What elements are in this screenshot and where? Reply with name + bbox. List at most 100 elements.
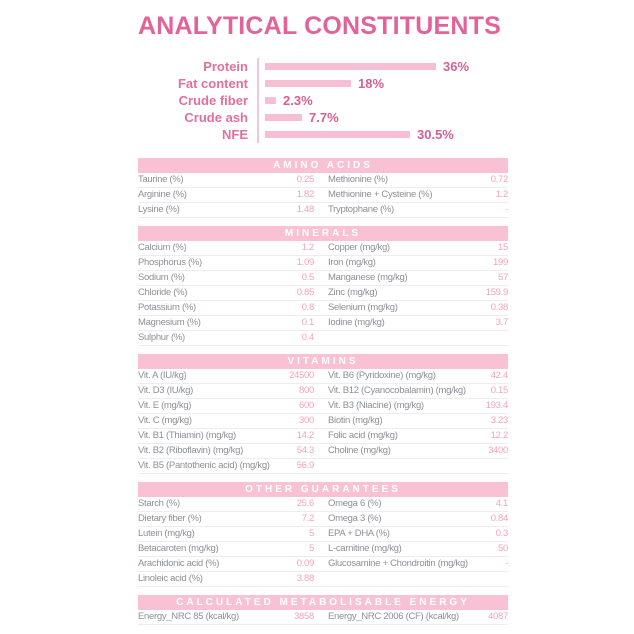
row-label: Vit. A (IU/kg) [138, 370, 187, 381]
row-value: 1.09 [296, 257, 315, 268]
row-value: 0.09 [296, 558, 315, 569]
table-row: Energy_NRC 85 (kcal/kg) 3858 Energy_NRC 20… [138, 610, 508, 625]
row-label: Arginine (%) [138, 189, 187, 200]
section: MINERALS Calcium (%) 1.2 Copper (mg/kg) 15 Ph… [138, 226, 508, 346]
bar-value-label: 36% [443, 59, 470, 74]
chart-row: NFE 30.5% [138, 126, 508, 143]
bar-category-label: Crude ash [184, 110, 248, 125]
table-row: Sodium (%) 0.5 Manganese (mg/kg) 57 [138, 271, 508, 286]
row-label: Lutein (mg/kg) [138, 528, 195, 539]
chart-row: Crude fiber 2.3% [138, 92, 508, 109]
row-value: 3400 [488, 445, 508, 456]
row-value: 57 [498, 272, 508, 283]
row-value: 0.15 [490, 385, 509, 396]
table-row: Magnesium (%) 0.1 Iodine (mg/kg) 3.7 [138, 316, 508, 331]
table-row: Vit. B5 (Pantothenic acid) (mg/kg) 56.9 [138, 459, 508, 474]
bar-category-label: Crude fiber [178, 93, 248, 108]
row-value: 15 [498, 242, 508, 253]
row-value: 0.38 [490, 302, 509, 313]
section-header: AMINO ACIDS [138, 158, 508, 173]
table-row: Lysine (%) 1.48 Tryptophane (%) - [138, 203, 508, 218]
sections: AMINO ACIDS Taurine (%) 0.25 Methionine (%)… [138, 158, 508, 625]
bar [265, 63, 436, 70]
row-value: 3.88 [296, 573, 315, 584]
table-row: Dietary fiber (%) 7.2 Omega 3 (%) 0.84 [138, 512, 508, 527]
row-label: Energy_NRC 2006 (CF) (kcal/kg) [328, 611, 459, 622]
row-value: 1.82 [296, 189, 315, 200]
analytical-bar-chart: Protein 36% Fat content 18% Crude fiber 2.3% C… [138, 58, 508, 143]
bar-category-label: NFE [222, 127, 248, 142]
row-value: 0.5 [301, 272, 315, 283]
bar-value-label: 7.7% [309, 110, 339, 125]
row-label: Omega 3 (%) [328, 513, 382, 524]
bar [265, 131, 410, 138]
table-row: Linoleic acid (%) 3.88 [138, 572, 508, 587]
row-value: 0.3 [495, 528, 509, 539]
table-row: Vit. B1 (Thiamin) (mg/kg) 14.2 Folic acid … [138, 429, 508, 444]
row-value: 0.85 [296, 287, 315, 298]
row-value: 0.84 [490, 513, 509, 524]
row-label: Phosphorus (%) [138, 257, 202, 268]
table-row: Chloride (%) 0.85 Zinc (mg/kg) 159.9 [138, 286, 508, 301]
row-value: 0.1 [301, 317, 315, 328]
row-label: Selenium (mg/kg) [328, 302, 398, 313]
bar [265, 80, 351, 87]
table-row: Arachidonic acid (%) 0.09 Glucosamine + Ch… [138, 557, 508, 572]
row-value: - [505, 204, 508, 215]
row-value: 7.2 [301, 513, 315, 524]
row-value: 800 [299, 385, 314, 396]
row-value: 0.8 [301, 302, 315, 313]
bar-value-label: 30.5% [417, 127, 454, 142]
row-value: 300 [299, 415, 314, 426]
chart-row: Fat content 18% [138, 75, 508, 92]
row-label: Vit. D3 (IU/kg) [138, 385, 193, 396]
row-label: Choline (mg/kg) [328, 445, 391, 456]
row-label: EPA + DHA (%) [328, 528, 390, 539]
row-value: 56.9 [296, 460, 315, 471]
bar-zone: 30.5% [257, 126, 508, 143]
row-value: 1.2 [301, 242, 315, 253]
content-column: ANALYTICAL CONSTITUENTS Protein 36% Fat co… [138, 12, 508, 633]
row-label: Methionine (%) [328, 174, 388, 185]
row-label: Taurine (%) [138, 174, 184, 185]
table-row: Arginine (%) 1.82 Methionine + Cysteine (%… [138, 188, 508, 203]
row-label: Potassium (%) [138, 302, 196, 313]
row-label: Vit. B12 (Cyanocobalamin) (mg/kg) [328, 385, 466, 396]
page-title: ANALYTICAL CONSTITUENTS [138, 12, 501, 40]
table-row: Potassium (%) 0.8 Selenium (mg/kg) 0.38 [138, 301, 508, 316]
row-label: Magnesium (%) [138, 317, 201, 328]
row-value: 14.2 [296, 430, 315, 441]
row-value: 1.48 [296, 204, 315, 215]
table-row: Calcium (%) 1.2 Copper (mg/kg) 15 [138, 241, 508, 256]
bar [265, 97, 276, 104]
row-label: Energy_NRC 85 (kcal/kg) [138, 611, 239, 622]
section-header: MINERALS [138, 226, 508, 241]
row-value: 1.2 [495, 189, 509, 200]
row-label: Vit. B5 (Pantothenic acid) (mg/kg) [138, 460, 270, 471]
row-label: Vit. B3 (Niacine) (mg/kg) [328, 400, 424, 411]
row-value: 600 [299, 400, 314, 411]
section: AMINO ACIDS Taurine (%) 0.25 Methionine (%)… [138, 158, 508, 218]
row-label: Omega 6 (%) [328, 498, 382, 509]
table-row: Starch (%) 25.6 Omega 6 (%) 4.1 [138, 497, 508, 512]
section-header: CALCULATED METABOLISABLE ENERGY [138, 595, 508, 610]
row-label: Vit. B6 (Pyridoxine) (mg/kg) [328, 370, 436, 381]
row-value: - [505, 558, 508, 569]
row-label: Vit. B1 (Thiamin) (mg/kg) [138, 430, 236, 441]
row-label: Iron (mg/kg) [328, 257, 376, 268]
row-value: 24500 [289, 370, 314, 381]
row-label: Dietary fiber (%) [138, 513, 202, 524]
bar-zone: 36% [257, 58, 508, 75]
chart-row: Crude ash 7.7% [138, 109, 508, 126]
row-label: Glucosamine + Chondroitin (mg/kg) [328, 558, 468, 569]
table-row: Vit. B2 (Riboflavin) (mg/kg) 54.3 Choline … [138, 444, 508, 459]
row-label: Betacaroten (mg/kg) [138, 543, 219, 554]
bar-zone: 18% [257, 75, 508, 92]
row-label: Vit. E (mg/kg) [138, 400, 192, 411]
row-value: 3858 [294, 611, 314, 622]
bar-zone: 7.7% [257, 109, 508, 126]
row-label: Zinc (mg/kg) [328, 287, 378, 298]
row-label: Chloride (%) [138, 287, 188, 298]
row-value: 0.72 [490, 174, 509, 185]
table-row: Vit. C (mg/kg) 300 Biotin (mg/kg) 3.23 [138, 414, 508, 429]
